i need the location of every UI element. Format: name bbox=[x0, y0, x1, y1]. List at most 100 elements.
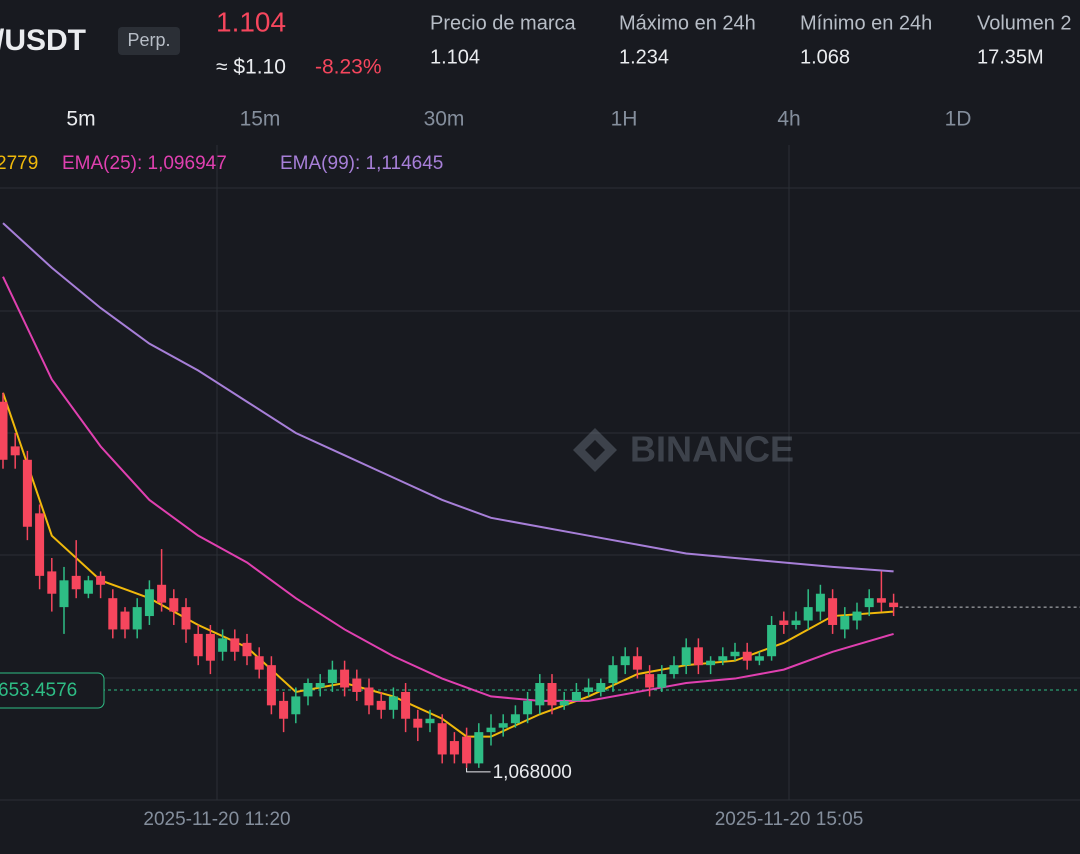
candle-body bbox=[327, 669, 337, 684]
candle-body bbox=[22, 459, 32, 527]
candle-body bbox=[559, 700, 569, 706]
candle-body bbox=[645, 674, 655, 688]
candle-body bbox=[815, 593, 825, 612]
candle-body bbox=[254, 656, 264, 670]
candle-body bbox=[266, 665, 276, 706]
candle-body bbox=[437, 723, 447, 755]
candle-body bbox=[767, 624, 777, 657]
timeframe-tab[interactable]: 1D bbox=[945, 108, 972, 131]
candle-body bbox=[584, 687, 594, 692]
candle-body bbox=[498, 723, 508, 728]
candle-body bbox=[425, 718, 435, 724]
candle-body bbox=[657, 674, 667, 688]
candle-body bbox=[315, 683, 325, 688]
candle-body bbox=[852, 611, 862, 621]
stat-label: Precio de marca bbox=[430, 12, 576, 34]
candle-body bbox=[71, 575, 81, 590]
candle-body bbox=[193, 633, 203, 657]
candle-body bbox=[120, 611, 130, 630]
candle-body bbox=[205, 633, 215, 661]
pair: /USDT bbox=[0, 24, 86, 57]
candle-body bbox=[779, 620, 789, 625]
candle-body bbox=[364, 687, 374, 706]
candle-body bbox=[889, 602, 899, 608]
candle-body bbox=[486, 727, 496, 733]
candle-body bbox=[413, 718, 423, 728]
candle-body bbox=[474, 732, 484, 764]
stat-label: Mínimo en 24h bbox=[800, 12, 932, 34]
candle-body bbox=[620, 656, 630, 666]
candle-body bbox=[449, 741, 459, 755]
last-price: 1.104 bbox=[216, 6, 286, 37]
candle-body bbox=[83, 580, 93, 594]
timeframe-tab[interactable]: 4h bbox=[777, 108, 800, 131]
position-label: 653.4576 bbox=[0, 680, 77, 701]
badge: Perp. bbox=[127, 30, 170, 50]
time-label: 2025-11-20 11:20 bbox=[143, 809, 290, 830]
timeframe-tab[interactable]: 30m bbox=[424, 108, 465, 131]
candle-body bbox=[791, 620, 801, 625]
candle-body bbox=[596, 683, 606, 692]
low-label: 1,068000 bbox=[493, 762, 572, 783]
candle-body bbox=[218, 638, 228, 652]
candle-body bbox=[840, 616, 850, 630]
candle-body bbox=[547, 683, 557, 706]
watermark: BINANCE bbox=[573, 428, 794, 472]
timeframe-tab[interactable]: 1H bbox=[611, 108, 638, 131]
candle-body bbox=[608, 665, 618, 684]
candle-body bbox=[242, 642, 252, 657]
candle-body bbox=[828, 598, 838, 625]
candle-body bbox=[803, 607, 813, 621]
candle-body bbox=[693, 647, 703, 666]
candle-body bbox=[535, 683, 545, 706]
timeframe-tab[interactable]: 15m bbox=[240, 108, 281, 131]
stat-value: 1.104 bbox=[430, 46, 480, 68]
candle-body bbox=[706, 660, 716, 666]
candle-body bbox=[157, 584, 167, 603]
candle-body bbox=[462, 736, 472, 764]
ema-line bbox=[2, 276, 894, 702]
watermark-text: BINANCE bbox=[630, 429, 794, 470]
candle-body bbox=[718, 656, 728, 661]
low-leader bbox=[466, 767, 491, 773]
candle-body bbox=[388, 696, 398, 710]
candle-body bbox=[96, 575, 106, 585]
candle-body bbox=[754, 656, 764, 661]
watermark-logo bbox=[573, 428, 617, 472]
candle-body bbox=[742, 651, 752, 661]
candle-body bbox=[864, 598, 874, 608]
candle-body bbox=[108, 598, 118, 630]
candle-body bbox=[352, 678, 362, 692]
candle-body bbox=[10, 446, 20, 456]
candle-body bbox=[632, 656, 642, 670]
time-label: 2025-11-20 15:05 bbox=[715, 809, 864, 830]
candle-body bbox=[340, 669, 350, 688]
candle-body bbox=[376, 700, 386, 710]
candle-body bbox=[35, 513, 45, 576]
candle-body bbox=[681, 647, 691, 666]
stat-value: 1.068 bbox=[800, 46, 850, 68]
candle-body bbox=[730, 651, 740, 657]
usd-price: ≈ $1.10 bbox=[216, 56, 286, 79]
candle-body bbox=[0, 401, 8, 460]
ema-line bbox=[2, 222, 894, 573]
candle-body bbox=[181, 607, 191, 630]
timeframe-tab[interactable]: 5m bbox=[66, 108, 95, 131]
candle-body bbox=[47, 571, 57, 594]
indicator-legend: EMA(25): 1,096947 bbox=[62, 153, 227, 174]
candle-body bbox=[230, 638, 240, 652]
candle-body bbox=[303, 683, 313, 697]
stat-value: 17.35M bbox=[977, 46, 1044, 68]
candle-body bbox=[279, 700, 289, 719]
candle-body bbox=[169, 598, 179, 612]
candle-body bbox=[510, 714, 520, 724]
candle-body bbox=[523, 700, 533, 715]
change: -8.23% bbox=[315, 56, 382, 79]
candle-body bbox=[132, 607, 142, 630]
stat-label: Máximo en 24h bbox=[619, 12, 756, 34]
candle-body bbox=[144, 589, 154, 617]
candle-body bbox=[669, 665, 679, 675]
position-tag bbox=[0, 672, 105, 709]
